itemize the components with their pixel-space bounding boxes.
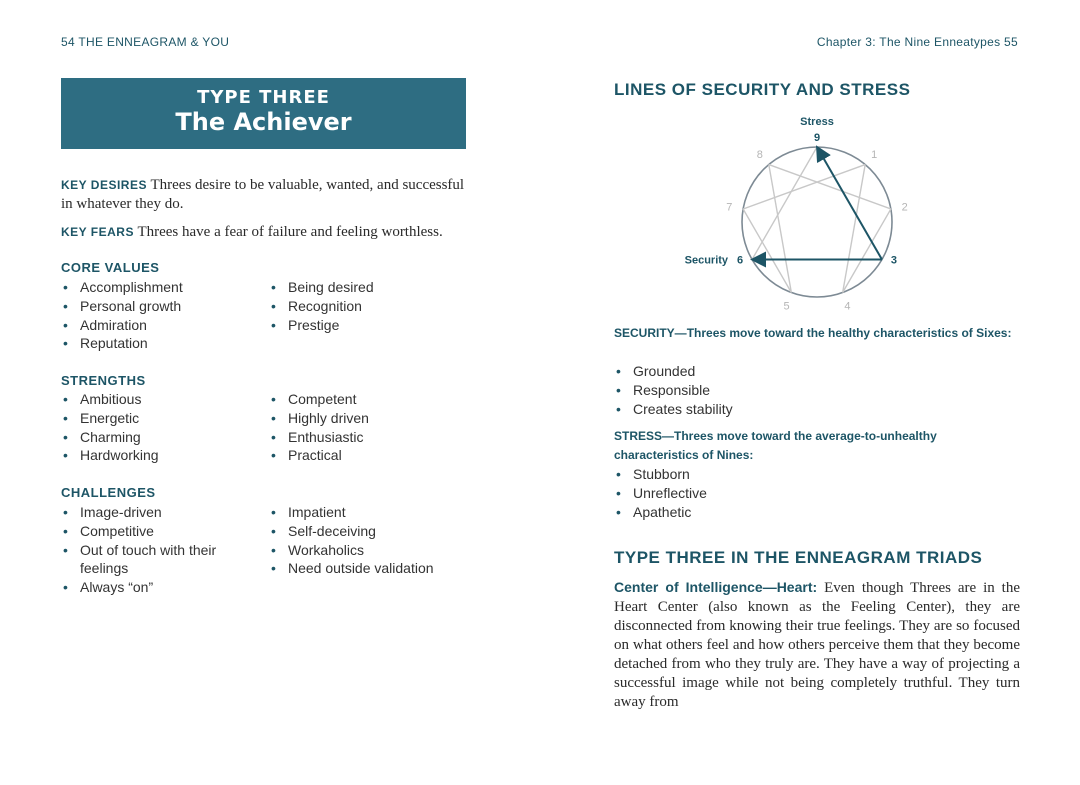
- key-fears: KEY FEARS Threes have a fear of failure …: [61, 223, 471, 242]
- list-item: Image-driven: [61, 503, 236, 522]
- list-item: Workaholics: [269, 541, 469, 560]
- security-list: GroundedResponsibleCreates stability: [614, 362, 914, 418]
- lines-title: LINES OF SECURITY AND STRESS: [614, 80, 911, 99]
- list-item: Grounded: [614, 362, 914, 381]
- key-fears-text: Threes have a fear of failure and feelin…: [137, 224, 443, 240]
- strengths-title: STRENGTHS: [61, 373, 146, 388]
- list-item: Need outside validation: [269, 559, 469, 578]
- strengths-list-1: AmbitiousEnergeticCharmingHardworking: [61, 390, 261, 465]
- hexad-line: [768, 164, 793, 293]
- security-label: SECURITY—: [614, 326, 687, 340]
- challenges-list-1: Image-drivenCompetitiveOut of touch with…: [61, 503, 236, 597]
- list-item: Prestige: [269, 316, 469, 335]
- enneagram-diagram: 9 1 2 3 4 5 6 7 8 Stress Security: [685, 116, 908, 310]
- key-desires: KEY DESIRES Threes desire to be valuable…: [61, 176, 471, 214]
- challenges-list-2: ImpatientSelf-deceivingWorkaholicsNeed o…: [269, 503, 469, 578]
- stress-list: StubbornUnreflectiveApathetic: [614, 465, 914, 521]
- number-1: 1: [871, 149, 877, 161]
- enneagram-circle: [741, 146, 893, 298]
- list-item: Responsible: [614, 381, 914, 400]
- list-item: Impatient: [269, 503, 469, 522]
- running-head-left: 54 THE ENNEAGRAM & YOU: [61, 35, 230, 49]
- list-item: Enthusiastic: [269, 428, 469, 447]
- list-item: Energetic: [61, 409, 261, 428]
- list-item: Highly driven: [269, 409, 469, 428]
- list-item: Personal growth: [61, 297, 261, 316]
- number-7: 7: [726, 202, 732, 214]
- list-item: Creates stability: [614, 400, 914, 419]
- security-diagram-label: Security: [685, 255, 729, 267]
- center-paragraph: Center of Intelligence—Heart: Even thoug…: [614, 578, 1020, 712]
- list-item: Out of touch with their feelings: [61, 541, 236, 579]
- triads-title: TYPE THREE IN THE ENNEAGRAM TRIADS: [614, 548, 983, 567]
- hexad-line: [742, 208, 792, 293]
- list-item: Recognition: [269, 297, 469, 316]
- number-2: 2: [902, 202, 908, 214]
- list-item: Admiration: [61, 316, 261, 335]
- list-item: Being desired: [269, 278, 469, 297]
- core-values-list-2: Being desiredRecognitionPrestige: [269, 278, 469, 334]
- center-text: Even though Threes are in the Heart Cent…: [614, 580, 1020, 710]
- type-name: The Achiever: [175, 108, 352, 136]
- hexad-line: [841, 164, 866, 293]
- key-desires-text: Threes desire to be valuable, wanted, an…: [61, 177, 465, 212]
- stress-desc: STRESS—Threes move toward the average-to…: [614, 427, 1019, 465]
- security-text: Threes move toward the healthy character…: [686, 326, 1012, 340]
- number-6: 6: [737, 255, 743, 267]
- number-3: 3: [891, 255, 897, 267]
- list-item: Reputation: [61, 334, 261, 353]
- number-4: 4: [844, 301, 850, 310]
- list-item: Ambitious: [61, 390, 261, 409]
- type-label: TYPE THREE: [197, 87, 330, 108]
- hexad-line: [742, 163, 866, 210]
- list-item: Hardworking: [61, 446, 261, 465]
- stress-arrow: [816, 145, 883, 260]
- list-item: Competent: [269, 390, 469, 409]
- number-8: 8: [757, 149, 763, 161]
- security-desc: SECURITY—Threes move toward the healthy …: [614, 324, 1019, 343]
- running-head-right: Chapter 3: The Nine Enneatypes 55: [816, 35, 1018, 49]
- stress-diagram-label: Stress: [800, 116, 834, 128]
- list-item: Competitive: [61, 522, 236, 541]
- list-item: Stubborn: [614, 465, 914, 484]
- strengths-list-2: CompetentHighly drivenEnthusiasticPracti…: [269, 390, 469, 465]
- stress-label: STRESS—: [614, 429, 675, 443]
- challenges-title: CHALLENGES: [61, 485, 156, 500]
- center-label: Center of Intelligence—Heart:: [614, 579, 818, 595]
- list-item: Self-deceiving: [269, 522, 469, 541]
- list-item: Charming: [61, 428, 261, 447]
- number-9: 9: [814, 132, 820, 144]
- key-fears-label: KEY FEARS: [61, 225, 134, 239]
- key-desires-label: KEY DESIRES: [61, 178, 147, 192]
- stress-text: Threes move toward the average-to-unheal…: [614, 429, 937, 462]
- number-5: 5: [783, 301, 789, 310]
- hexad-line: [768, 163, 892, 210]
- hexad-line: [842, 208, 892, 293]
- list-item: Always “on”: [61, 578, 236, 597]
- list-item: Practical: [269, 446, 469, 465]
- core-values-title: CORE VALUES: [61, 260, 160, 275]
- core-values-list-1: AccomplishmentPersonal growthAdmirationR…: [61, 278, 261, 353]
- list-item: Apathetic: [614, 503, 914, 522]
- list-item: Unreflective: [614, 484, 914, 503]
- type-header-box: TYPE THREE The Achiever: [61, 78, 466, 149]
- list-item: Accomplishment: [61, 278, 261, 297]
- triangle-line: [751, 146, 818, 260]
